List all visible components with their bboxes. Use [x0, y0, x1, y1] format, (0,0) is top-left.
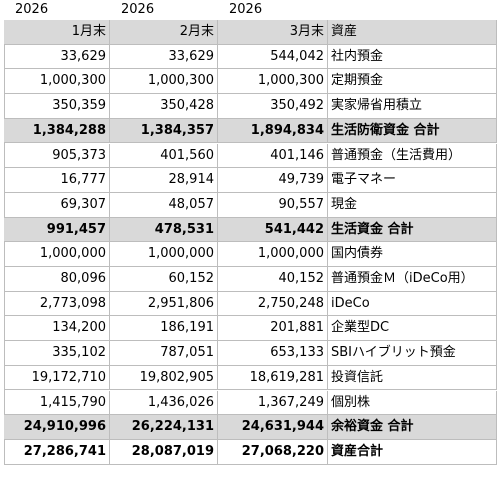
amount-cell: 787,051	[110, 341, 218, 366]
amount-cell: 19,802,905	[110, 365, 218, 391]
amount-cell: 478,531	[110, 217, 218, 243]
amount-cell: 1,384,288	[4, 118, 110, 144]
amount-cell: 1,000,000	[110, 242, 218, 267]
asset-label: 普通預金（生活費用）	[328, 143, 497, 169]
asset-label: 普通預金Ｍ（iDeCo用）	[328, 267, 497, 292]
amount-cell: 28,087,019	[110, 439, 218, 465]
amount-cell: 1,415,790	[4, 390, 110, 416]
amount-cell: 90,557	[218, 192, 328, 218]
amount-cell: 1,000,300	[218, 69, 328, 95]
amount-cell: 350,428	[110, 94, 218, 119]
amount-cell: 905,373	[4, 143, 110, 169]
amount-cell: 1,000,300	[110, 69, 218, 95]
amount-cell: 544,042	[218, 44, 328, 70]
amount-cell: 40,152	[218, 267, 328, 292]
asset-label: 企業型DC	[328, 316, 497, 342]
column-header: 3月末	[218, 20, 328, 45]
amount-cell: 48,057	[110, 192, 218, 218]
amount-cell: 27,286,741	[4, 439, 110, 465]
amount-cell: 16,777	[4, 168, 110, 193]
amount-cell: 335,102	[4, 341, 110, 366]
amount-cell: 2,773,098	[4, 291, 110, 317]
amount-cell: 350,492	[218, 94, 328, 119]
amount-cell: 653,133	[218, 341, 328, 366]
year-label: 2026	[229, 2, 263, 17]
amount-cell: 49,739	[218, 168, 328, 193]
amount-cell: 1,000,000	[4, 242, 110, 267]
amount-cell: 80,096	[4, 267, 110, 292]
amount-cell: 201,881	[218, 316, 328, 342]
asset-label: 国内債券	[328, 242, 497, 267]
amount-cell: 24,631,944	[218, 415, 328, 440]
amount-cell: 18,619,281	[218, 365, 328, 391]
year-label: 2026	[15, 2, 49, 17]
asset-label: 資産合計	[328, 439, 497, 465]
amount-cell: 1,367,249	[218, 390, 328, 416]
asset-label: iDeCo	[328, 291, 497, 317]
amount-cell: 401,146	[218, 143, 328, 169]
asset-label: SBIハイブリット預金	[328, 341, 497, 366]
amount-cell: 60,152	[110, 267, 218, 292]
amount-cell: 991,457	[4, 217, 110, 243]
year-label: 2026	[121, 2, 155, 17]
amount-cell: 401,560	[110, 143, 218, 169]
amount-cell: 26,224,131	[110, 415, 218, 440]
column-header: 2月末	[110, 20, 218, 45]
amount-cell: 27,068,220	[218, 439, 328, 465]
amount-cell: 1,436,026	[110, 390, 218, 416]
asset-label: 現金	[328, 192, 497, 218]
asset-label: 電子マネー	[328, 168, 497, 193]
amount-cell: 28,914	[110, 168, 218, 193]
amount-cell: 69,307	[4, 192, 110, 218]
asset-label: 社内預金	[328, 44, 497, 70]
asset-label: 生活資金 合計	[328, 217, 497, 243]
amount-cell: 1,384,357	[110, 118, 218, 144]
amount-cell: 33,629	[4, 44, 110, 70]
asset-label: 個別株	[328, 390, 497, 416]
amount-cell: 1,000,000	[218, 242, 328, 267]
amount-cell: 19,172,710	[4, 365, 110, 391]
asset-label: 投資信託	[328, 365, 497, 391]
amount-cell: 134,200	[4, 316, 110, 342]
asset-label: 生活防衛資金 合計	[328, 118, 497, 144]
amount-cell: 350,359	[4, 94, 110, 119]
amount-cell: 33,629	[110, 44, 218, 70]
amount-cell: 24,910,996	[4, 415, 110, 440]
amount-cell: 541,442	[218, 217, 328, 243]
column-header: 資産	[328, 20, 497, 45]
amount-cell: 1,894,834	[218, 118, 328, 144]
amount-cell: 2,951,806	[110, 291, 218, 317]
asset-label: 実家帰省用積立	[328, 94, 497, 119]
column-header: 1月末	[4, 20, 110, 45]
amount-cell: 1,000,300	[4, 69, 110, 95]
amount-cell: 2,750,248	[218, 291, 328, 317]
amount-cell: 186,191	[110, 316, 218, 342]
asset-label: 定期預金	[328, 69, 497, 95]
asset-label: 余裕資金 合計	[328, 415, 497, 440]
